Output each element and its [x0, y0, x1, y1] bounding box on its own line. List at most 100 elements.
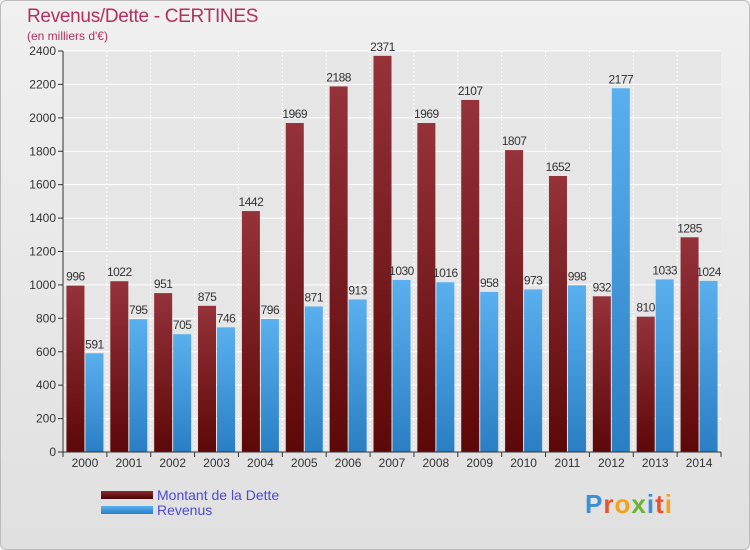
bar-debt [66, 285, 85, 452]
x-tick-label: 2007 [379, 456, 406, 470]
value-label-debt: 2188 [326, 70, 352, 84]
proxiti-logo: Proxiti [585, 489, 673, 520]
logo-letter: o [614, 489, 632, 519]
bar-revenue [260, 319, 279, 452]
x-tick-label: 2009 [466, 456, 493, 470]
value-label-revenue: 1016 [433, 266, 459, 280]
y-tick-label: 2000 [29, 111, 56, 125]
bar-revenue [173, 334, 192, 452]
value-label-debt: 1807 [502, 134, 528, 148]
value-label-debt: 996 [66, 270, 85, 284]
x-tick-label: 2000 [72, 456, 99, 470]
value-label-revenue: 705 [173, 318, 192, 332]
bar-debt [548, 175, 567, 452]
legend-item-revenue: Revenus [101, 502, 212, 518]
x-tick-label: 2003 [203, 456, 230, 470]
x-tick-label: 2008 [423, 456, 450, 470]
value-label-debt: 1969 [282, 107, 308, 121]
legend-swatch-debt [101, 491, 153, 499]
bar-revenue [611, 88, 630, 452]
x-tick-label: 2010 [510, 456, 537, 470]
bar-revenue [655, 279, 674, 452]
y-tick-label: 200 [36, 412, 56, 426]
y-tick-label: 1800 [29, 144, 56, 158]
bar-revenue [129, 319, 148, 452]
bar-debt [417, 123, 436, 453]
value-label-revenue: 998 [568, 269, 587, 283]
value-label-debt: 951 [154, 277, 173, 291]
value-label-revenue: 2177 [608, 72, 634, 86]
value-label-revenue: 1024 [696, 265, 722, 279]
legend-label-debt: Montant de la Dette [157, 487, 280, 503]
y-tick-label: 2400 [29, 44, 56, 58]
value-label-revenue: 1033 [652, 263, 678, 277]
bar-revenue [567, 285, 586, 452]
bar-revenue [524, 289, 543, 452]
x-tick-label: 2006 [335, 456, 362, 470]
value-label-debt: 1969 [414, 107, 440, 121]
bar-revenue [304, 306, 323, 452]
logo-letter: P [585, 489, 604, 519]
x-tick-label: 2002 [159, 456, 186, 470]
value-label-revenue: 973 [524, 273, 543, 287]
logo-letter: i [664, 489, 673, 519]
logo-letter: i [646, 489, 656, 519]
bar-debt [329, 86, 348, 453]
bar-revenue [699, 280, 718, 452]
bar-debt [198, 305, 217, 452]
value-label-debt: 1652 [546, 160, 572, 174]
x-tick-label: 2012 [598, 456, 625, 470]
legend-label-revenue: Revenus [157, 502, 213, 518]
value-label-revenue: 913 [348, 283, 367, 297]
y-tick-label: 400 [36, 378, 56, 392]
logo-letter: x [631, 489, 647, 519]
bar-debt [505, 150, 524, 452]
value-label-debt: 1285 [677, 221, 703, 235]
logo-letter: t [655, 489, 665, 519]
bar-debt [373, 55, 392, 452]
y-tick-label: 0 [49, 445, 56, 459]
bar-debt [680, 237, 699, 452]
bar-debt [241, 211, 260, 452]
bar-revenue [348, 299, 367, 452]
x-tick-label: 2005 [291, 456, 318, 470]
bar-debt [285, 123, 304, 453]
x-tick-label: 2011 [555, 456, 581, 470]
y-tick-label: 1600 [29, 178, 56, 192]
value-label-revenue: 796 [261, 303, 280, 317]
x-tick-label: 2004 [247, 456, 274, 470]
value-label-debt: 875 [198, 290, 217, 304]
y-tick-label: 800 [36, 311, 56, 325]
y-tick-label: 1400 [29, 211, 56, 225]
bar-revenue [392, 279, 411, 452]
value-label-debt: 2371 [370, 40, 396, 54]
bar-revenue [436, 282, 455, 452]
logo-letter: r [603, 489, 615, 519]
y-tick-label: 2200 [29, 77, 56, 91]
chart-title: Revenus/Dette - CERTINES [27, 6, 259, 27]
x-tick-label: 2013 [642, 456, 669, 470]
bar-debt [592, 296, 611, 452]
legend-swatch-revenue [101, 506, 153, 514]
value-label-debt: 1022 [107, 265, 133, 279]
value-label-revenue: 795 [129, 303, 148, 317]
bar-revenue [480, 291, 499, 452]
value-label-revenue: 871 [305, 290, 324, 304]
y-tick-label: 1200 [29, 245, 56, 259]
x-tick-label: 2014 [686, 456, 713, 470]
bar-debt [636, 316, 655, 452]
chart-subtitle: (en milliers d'€) [27, 29, 108, 43]
bar-debt [461, 99, 480, 452]
legend-item-debt: Montant de la Dette [101, 487, 279, 503]
value-label-debt: 2107 [458, 84, 484, 98]
y-tick-label: 600 [36, 345, 56, 359]
value-label-revenue: 958 [480, 276, 499, 290]
value-label-revenue: 746 [217, 311, 236, 325]
bar-debt [110, 281, 129, 452]
value-label-debt: 1442 [239, 195, 265, 209]
value-label-debt: 932 [593, 280, 612, 294]
value-label-revenue: 1030 [389, 264, 415, 278]
bar-revenue [217, 327, 236, 452]
